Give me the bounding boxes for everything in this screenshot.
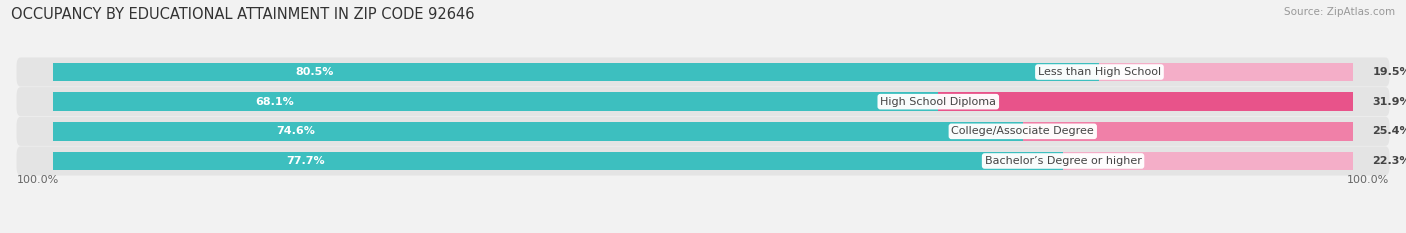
Text: 100.0%: 100.0%: [1347, 175, 1389, 185]
FancyBboxPatch shape: [17, 117, 1389, 146]
Text: 100.0%: 100.0%: [17, 175, 59, 185]
Text: College/Associate Degree: College/Associate Degree: [952, 126, 1094, 136]
Text: 68.1%: 68.1%: [254, 97, 294, 107]
Bar: [1063, 152, 1353, 170]
Bar: [938, 93, 1353, 111]
Text: High School Diploma: High School Diploma: [880, 97, 997, 107]
Bar: [1099, 63, 1353, 81]
Bar: [53, 122, 1022, 140]
FancyBboxPatch shape: [17, 147, 1389, 175]
Bar: [53, 93, 938, 111]
Bar: [53, 152, 1063, 170]
Text: 80.5%: 80.5%: [295, 67, 333, 77]
FancyBboxPatch shape: [17, 58, 1389, 86]
Bar: [53, 63, 1099, 81]
Text: OCCUPANCY BY EDUCATIONAL ATTAINMENT IN ZIP CODE 92646: OCCUPANCY BY EDUCATIONAL ATTAINMENT IN Z…: [11, 7, 475, 22]
Bar: [1022, 122, 1353, 140]
Text: Bachelor’s Degree or higher: Bachelor’s Degree or higher: [984, 156, 1142, 166]
Text: Less than High School: Less than High School: [1038, 67, 1161, 77]
Text: 19.5%: 19.5%: [1372, 67, 1406, 77]
Text: 74.6%: 74.6%: [276, 126, 315, 136]
Text: 25.4%: 25.4%: [1372, 126, 1406, 136]
Text: 77.7%: 77.7%: [287, 156, 325, 166]
Text: 31.9%: 31.9%: [1372, 97, 1406, 107]
Text: 22.3%: 22.3%: [1372, 156, 1406, 166]
FancyBboxPatch shape: [17, 87, 1389, 116]
Text: Source: ZipAtlas.com: Source: ZipAtlas.com: [1284, 7, 1395, 17]
